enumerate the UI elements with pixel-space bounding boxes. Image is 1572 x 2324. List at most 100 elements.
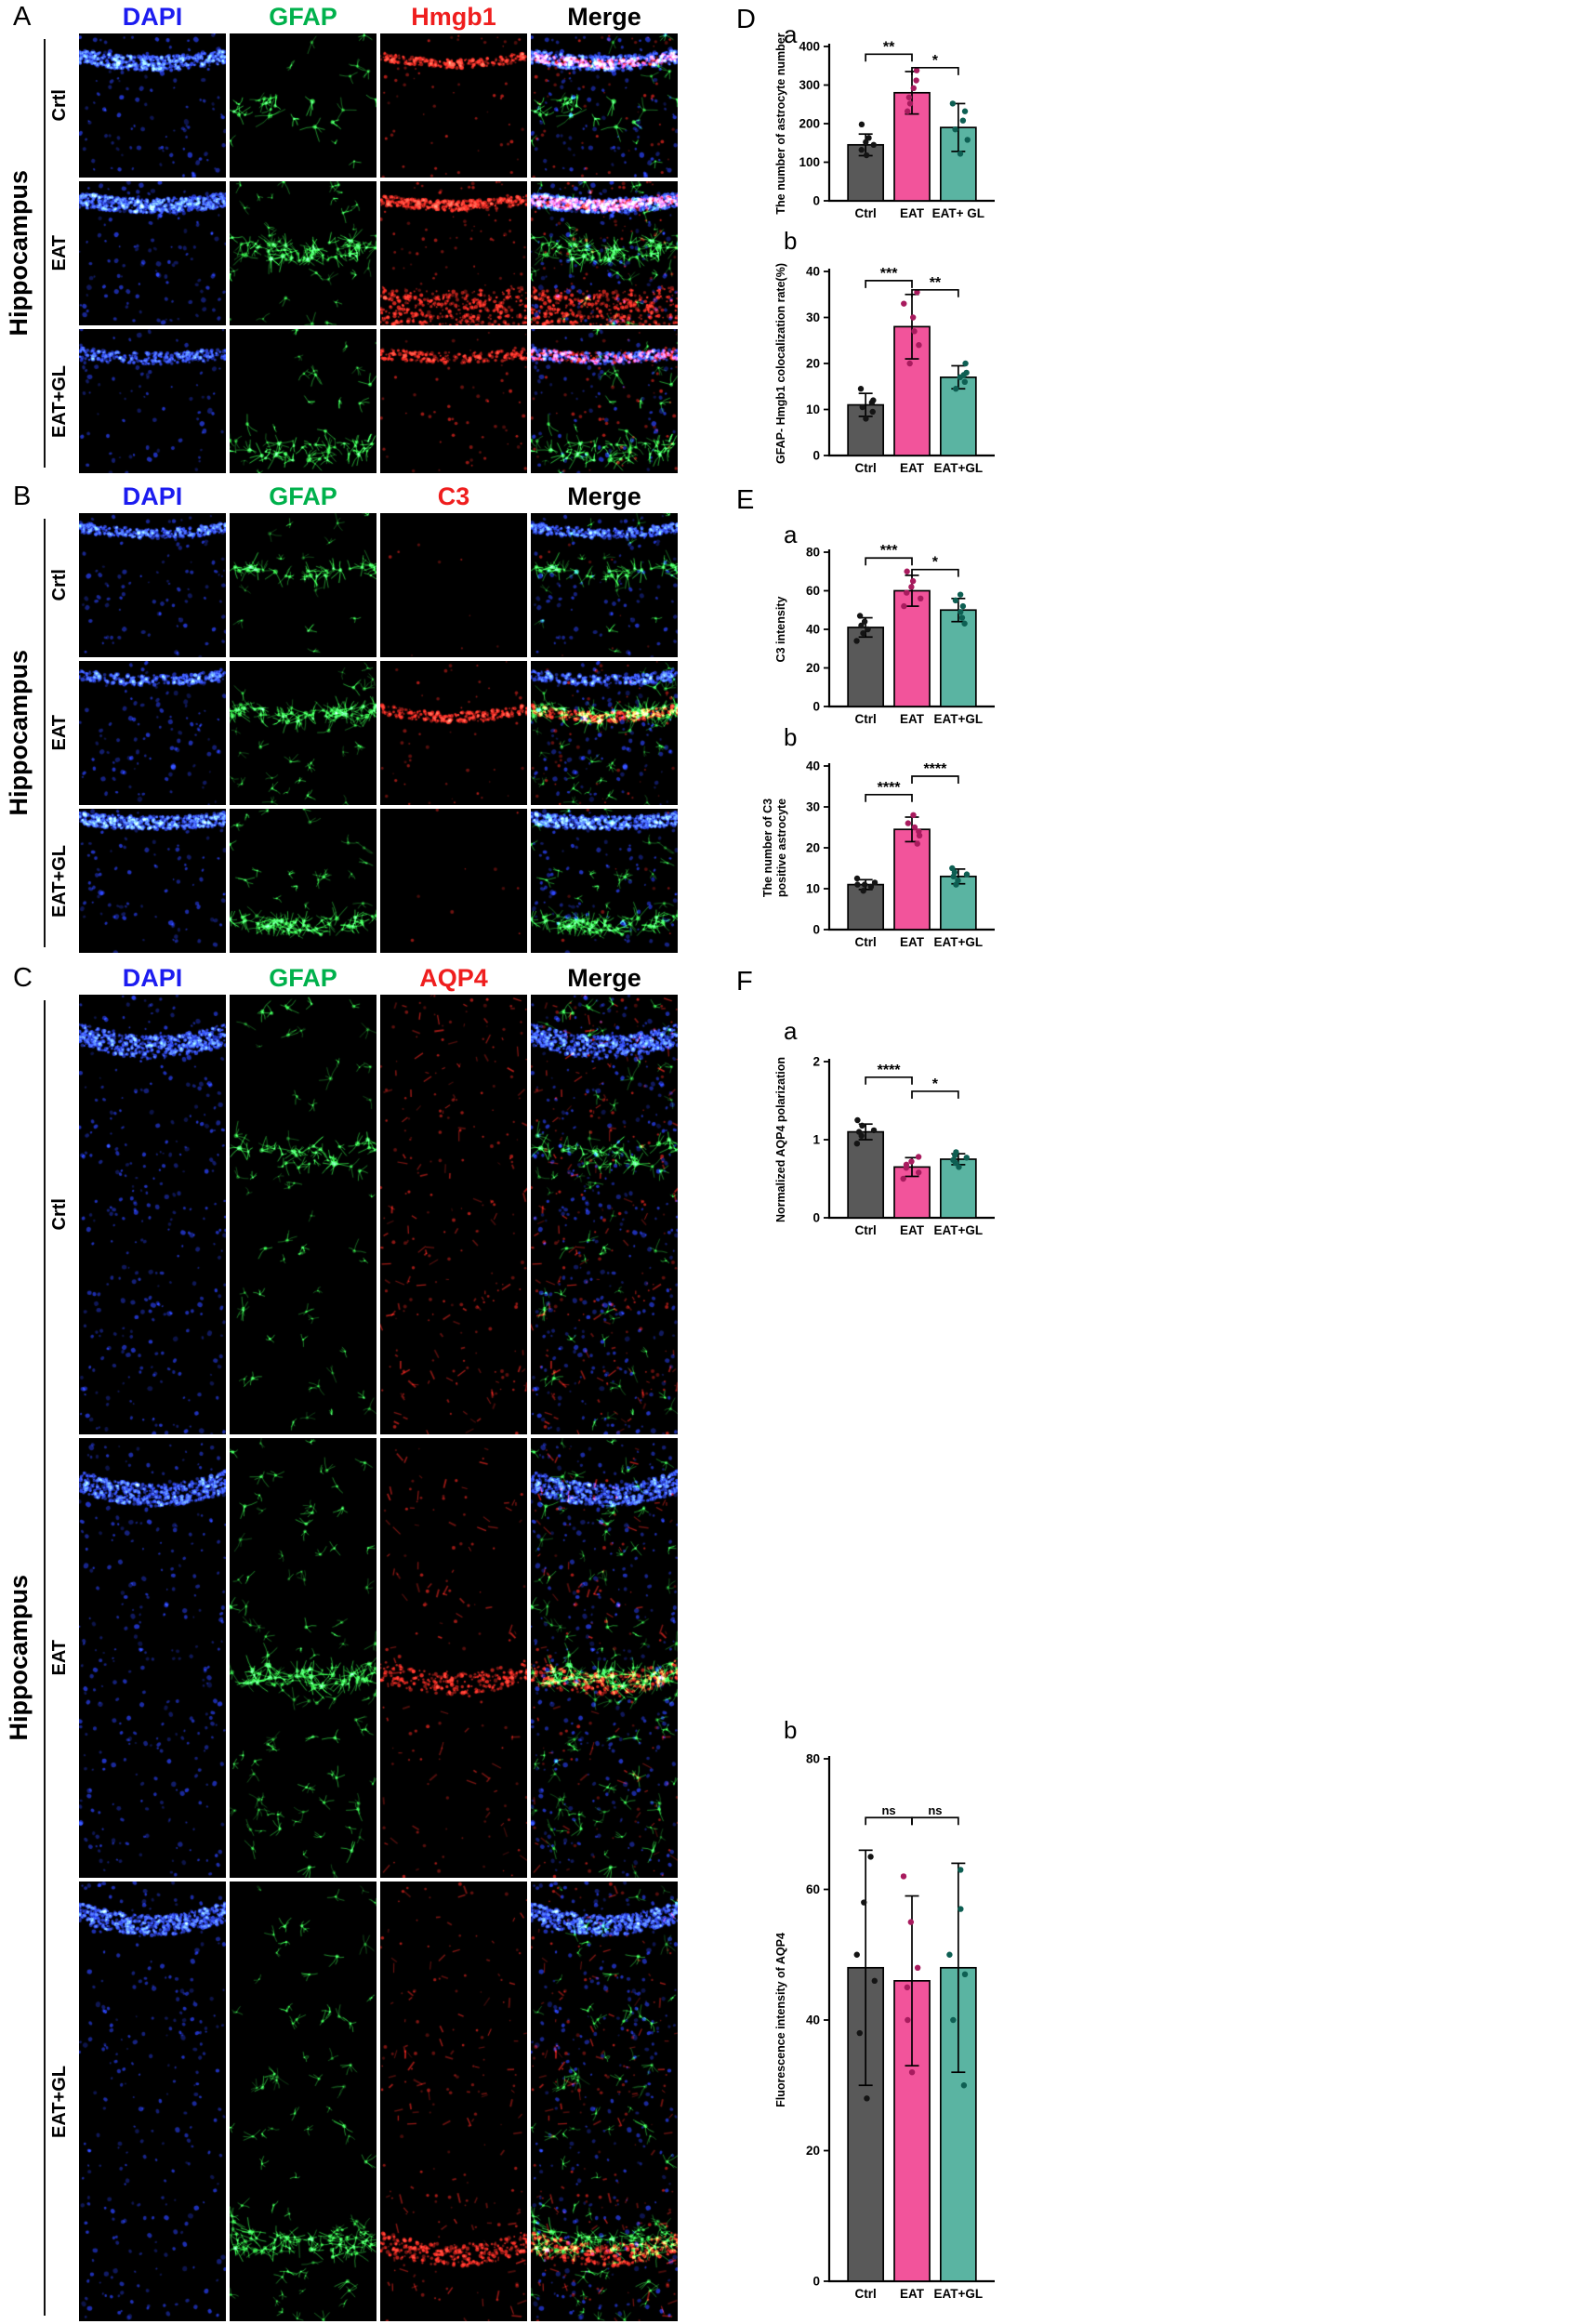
data-point [963,369,970,376]
micrograph-B-Crtl-DAPI [79,513,226,657]
data-point [959,117,967,124]
bar-Ctrl [847,627,885,707]
significance-bracket [865,280,913,288]
column-header-dapi: DAPI [122,482,183,510]
x-category-label: EAT+GL [934,2287,984,2301]
data-point [963,871,971,878]
column-header-dapi: DAPI [122,964,183,992]
micrograph-C-EAT-GFAP [230,1438,376,1878]
micrograph-B-EAT+GL-GFAP [230,809,376,953]
y-tick-label: 20 [806,841,820,855]
micrograph-A-EAT-Merge [531,181,678,325]
data-point [959,602,967,610]
data-point [853,1141,861,1147]
data-point [901,300,907,307]
data-point [946,1951,953,1958]
y-tick-label: 400 [799,40,820,54]
significance-bracket [911,568,959,577]
y-tick-label: 20 [806,357,820,371]
data-point [854,1116,861,1124]
y-tick-label: 20 [806,2144,820,2158]
x-category-label: EAT+ GL [932,206,984,220]
y-axis-label: The number of C3 [761,799,774,897]
micrograph-C-EAT-Merge [531,1438,678,1878]
x-category-label: Ctrl [855,1223,877,1237]
micrograph-A-EAT-DAPI [79,181,226,325]
data-point [957,151,964,157]
chart-E-b: 0 10 20 30 40 The number of C3 positive astroc… [761,759,995,949]
data-point [861,618,868,625]
chart-D-b: 0 10 20 30 40 GFAP- Hmgb1 colocalization rate… [774,263,995,475]
micrograph-A-EAT+GL-GFAP [230,329,376,473]
y-axis-label: Normalized AQP4 polarization [774,1057,787,1222]
y-axis-label: C3 intensity [774,597,787,663]
significance-label: ns [881,1803,895,1817]
data-point [957,591,964,598]
panel-letter-A: A [13,2,32,32]
micrograph-C-EAT+GL-GFAP [230,1882,376,2321]
significance-label: *** [880,543,898,559]
y-tick-label: 10 [806,403,820,416]
y-tick-label: 0 [812,923,820,937]
significance-bracket [911,1816,959,1826]
data-point [908,1158,915,1165]
bar-Ctrl [847,1130,885,1219]
subpanel-letter-E-b: b [784,723,797,751]
significance-bracket [865,53,913,62]
column-header-aqp4: AQP4 [419,964,488,992]
row-group-bracket-C [44,1000,46,2316]
chart-F-a: 0 1 2 Normalized AQP4 polarization Ctrl EAT EA… [774,1055,995,1237]
x-category-label: EAT [900,461,925,475]
y-tick-label: 20 [806,661,820,675]
y-axis-label: positive astrocyte [775,799,788,897]
data-point [960,2082,968,2089]
data-point [913,77,919,84]
y-tick-label: 40 [806,2014,820,2027]
data-point [904,108,911,114]
micrograph-B-Crtl-GFAP [230,513,376,657]
data-point [961,1971,969,1978]
micrograph-B-EAT+GL-Merge [531,809,678,953]
y-tick-label: 300 [799,78,820,92]
column-header-merge: Merge [567,964,641,992]
data-point [911,824,918,831]
data-point [949,100,957,107]
y-tick-label: 60 [806,1882,820,1896]
significance-label: * [932,53,939,69]
bar-EAT [893,589,931,707]
x-category-label: EAT+GL [934,1223,984,1237]
x-category-label: EAT+GL [934,461,984,475]
y-tick-label: 10 [806,882,820,896]
y-axis-label: Fluorescence intensity of AQP4 [774,1933,787,2107]
significance-label: * [932,555,939,571]
data-point [859,403,865,411]
significance-label: **** [923,761,947,777]
micrograph-C-EAT+GL-AQP4 [380,1882,527,2321]
x-category-label: Ctrl [855,206,877,220]
data-point [865,135,872,141]
data-point [863,139,869,146]
y-tick-label: 40 [806,265,820,279]
data-point [913,67,920,73]
data-point [900,1175,906,1182]
data-point [906,360,913,367]
micrograph-A-EAT+GL-DAPI [79,329,226,473]
significance-label: ** [930,275,942,291]
data-point [958,609,964,615]
data-point [864,2095,870,2102]
column-header-dapi: DAPI [122,3,183,31]
significance-label: ** [883,39,895,55]
column-header-merge: Merge [567,3,641,31]
subpanel-letter-D-a: a [784,20,798,48]
x-category-label: EAT+GL [934,712,984,726]
micrograph-A-Crtl-Merge [531,33,678,178]
panel-letter-B: B [13,482,32,511]
micrograph-A-EAT-GFAP [230,181,376,325]
data-point [961,108,969,114]
data-point [952,597,959,604]
y-tick-label: 0 [812,700,820,714]
data-point [859,1122,865,1129]
